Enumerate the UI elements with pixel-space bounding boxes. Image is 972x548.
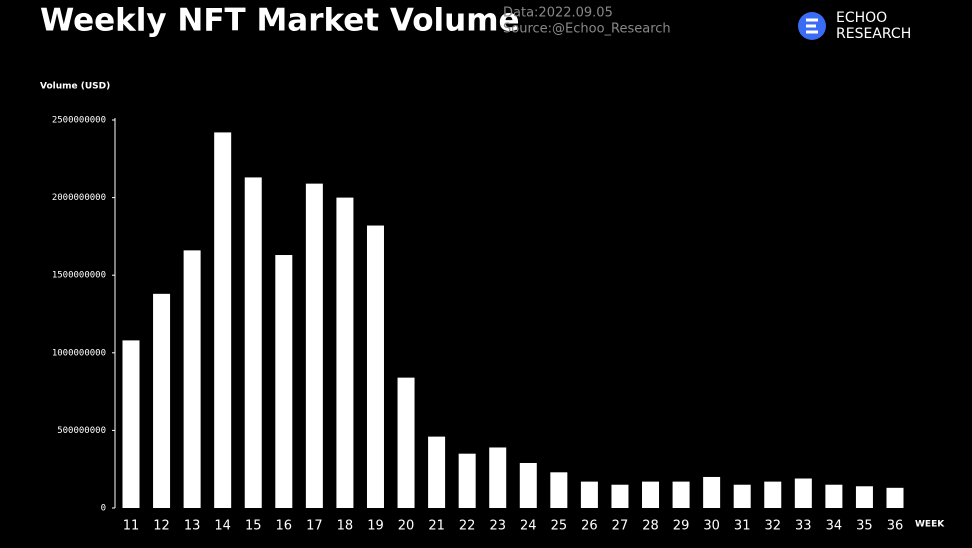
x-tick-label: 32 — [764, 519, 781, 534]
x-tick-label: 31 — [734, 519, 751, 534]
bar — [275, 255, 293, 508]
x-tick-label: 21 — [428, 519, 445, 534]
x-tick-label: 33 — [795, 519, 812, 534]
bar — [733, 484, 751, 508]
x-tick-label: 13 — [184, 519, 201, 534]
bar — [397, 377, 415, 508]
bar — [611, 484, 629, 508]
x-tick-label: 36 — [887, 519, 904, 534]
x-tick-label: 22 — [459, 519, 476, 534]
bar — [183, 250, 201, 509]
x-tick-label: 29 — [673, 519, 690, 534]
chart-title: Weekly NFT Market Volume — [40, 3, 520, 39]
x-tick-label: 14 — [214, 519, 231, 534]
bar — [825, 484, 843, 508]
x-tick-label: 17 — [306, 519, 323, 534]
bar — [642, 481, 660, 508]
bar — [672, 481, 690, 508]
bar — [428, 436, 446, 508]
y-axis-label: Volume (USD) — [40, 82, 110, 92]
x-tick-label: 28 — [642, 519, 659, 534]
y-tick-label: 1500000000 — [52, 271, 106, 281]
y-tick-label: 1000000000 — [52, 348, 106, 358]
x-axis-label: WEEK — [915, 520, 945, 530]
bar — [122, 340, 140, 508]
x-tick-label: 16 — [276, 519, 293, 534]
x-tick-label: 11 — [123, 519, 140, 534]
x-tick-label: 27 — [612, 519, 629, 534]
source: Source:@Echoo_Research — [503, 22, 671, 37]
logo-mark — [806, 18, 818, 34]
bar — [458, 453, 476, 508]
x-tick-label: 19 — [367, 519, 384, 534]
y-tick-label: 2000000000 — [52, 193, 106, 203]
bar — [214, 132, 232, 508]
x-tick-label: 35 — [856, 519, 873, 534]
bar — [764, 481, 782, 508]
bar — [244, 177, 262, 508]
bar — [550, 472, 568, 508]
bar — [153, 293, 171, 508]
x-tick-label: 24 — [520, 519, 537, 534]
subtitle: Data:2022.09.05 — [503, 6, 613, 21]
bar — [366, 225, 384, 508]
x-tick-label: 26 — [581, 519, 598, 534]
bar — [794, 478, 812, 508]
x-tick-label: 12 — [153, 519, 170, 534]
y-tick-label: 2500000000 — [52, 116, 106, 126]
y-tick-label: 500000000 — [57, 426, 106, 436]
bar — [336, 197, 354, 508]
bar — [580, 481, 598, 508]
bar — [703, 476, 721, 508]
bar — [305, 183, 323, 508]
logo-text: RESEARCH — [836, 26, 911, 42]
x-tick-label: 20 — [398, 519, 415, 534]
x-tick-label: 23 — [489, 519, 506, 534]
x-tick-label: 15 — [245, 519, 262, 534]
logo-text: ECHOO — [836, 10, 887, 26]
y-tick-label: 0 — [101, 504, 106, 514]
x-tick-label: 30 — [703, 519, 720, 534]
bar — [519, 462, 537, 508]
bar — [886, 487, 904, 508]
bar — [489, 447, 507, 508]
x-tick-label: 25 — [551, 519, 568, 534]
x-tick-label: 34 — [826, 519, 843, 534]
x-tick-label: 18 — [337, 519, 354, 534]
bar — [855, 486, 873, 508]
